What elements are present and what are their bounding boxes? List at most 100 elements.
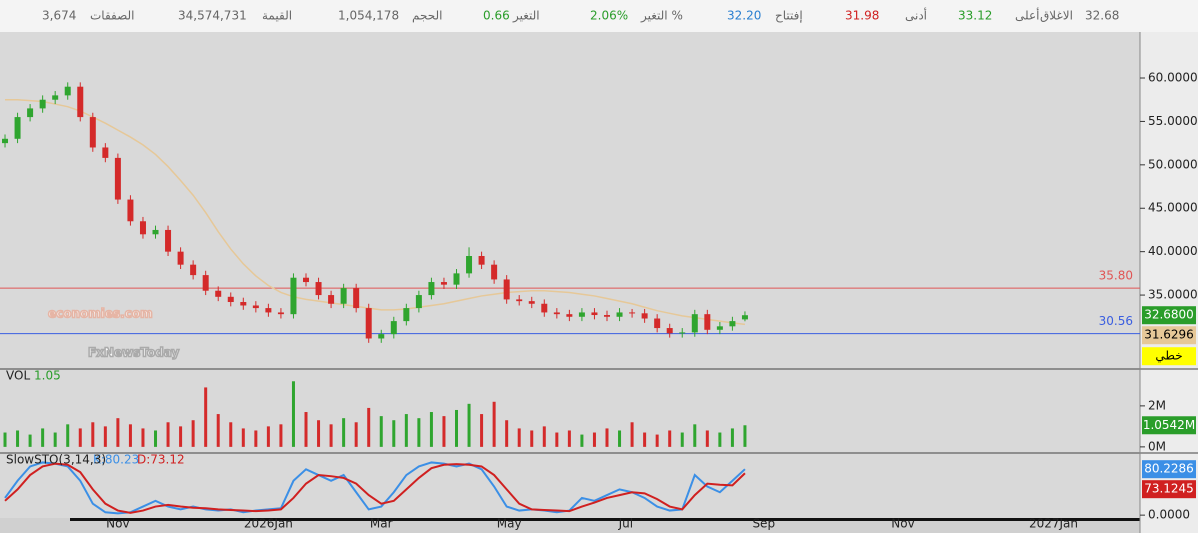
volume-bar — [317, 420, 321, 447]
value-badge — [1142, 460, 1196, 479]
volume-bar — [103, 426, 107, 447]
header-bar — [0, 0, 1198, 32]
candle-body — [453, 273, 460, 285]
volume-bar — [392, 420, 396, 447]
candle-body — [516, 299, 523, 302]
header-value: 32.68 — [1085, 9, 1119, 23]
candle-body — [491, 264, 498, 280]
volume-bar — [16, 430, 20, 447]
volume-bar — [41, 428, 45, 447]
volume-bar — [743, 425, 747, 447]
volume-bar — [154, 430, 158, 447]
candle-body — [378, 334, 385, 339]
volume-bar — [605, 428, 609, 447]
candle-body — [127, 199, 134, 222]
candle-body — [265, 308, 272, 313]
volume-bar — [379, 416, 383, 447]
panel-title: SlowSTO(3,14,3) — [6, 453, 106, 467]
x-axis-background — [0, 518, 1140, 533]
volume-bar — [580, 434, 584, 447]
candle-body — [190, 264, 197, 276]
header-label: القيمة — [262, 9, 292, 23]
legend-entry: D:73.12 — [137, 453, 185, 467]
volume-bar — [66, 424, 70, 447]
candle-body — [403, 308, 410, 322]
header-value: 2.06% — [590, 9, 628, 23]
header-label: أعلى — [1015, 8, 1039, 23]
volume-bar — [455, 409, 459, 447]
x-tick-label: Mar — [370, 517, 393, 531]
volume-bar — [78, 428, 82, 447]
candle-body — [252, 305, 259, 309]
volume-bar — [643, 432, 647, 447]
header-value: 3,674 — [42, 9, 76, 23]
oscillator-line — [4, 462, 746, 514]
volume-bar — [266, 426, 270, 447]
candle-body — [716, 326, 723, 330]
moving-average — [5, 98, 746, 326]
volume-bar — [304, 412, 308, 447]
value-badge — [1142, 480, 1196, 499]
volume-bar — [241, 428, 245, 447]
candle-body — [503, 279, 510, 300]
volume-bar — [429, 412, 433, 447]
candle-body — [616, 312, 623, 317]
volume-bar — [730, 428, 734, 447]
candle-body — [478, 256, 485, 265]
volume-bar — [191, 420, 195, 447]
y-tick-label: 2M — [1148, 398, 1166, 412]
value-badge-label: 31.6296 — [1144, 328, 1194, 342]
volume-bar — [718, 432, 722, 447]
header-label: الصفقات — [90, 9, 135, 23]
x-tick-label: Nov — [891, 517, 914, 531]
candle-body — [541, 303, 548, 313]
candle-body — [77, 86, 84, 118]
volume-bar — [530, 430, 534, 447]
volume-bar — [542, 426, 546, 447]
volume-bar — [655, 434, 659, 447]
candle-body — [641, 313, 648, 319]
candle-body — [227, 296, 234, 303]
candle-body — [240, 302, 247, 306]
volume-bar — [329, 424, 333, 447]
candle-body — [89, 117, 96, 148]
volume-bar — [467, 403, 471, 447]
volume-bar — [492, 401, 496, 447]
candle-body — [215, 290, 222, 297]
header-label: الحجم — [412, 9, 442, 23]
volume-bar — [442, 416, 446, 447]
volume-bar — [53, 432, 57, 447]
x-tick-label: 2026Jan — [244, 517, 293, 531]
value-badge — [1142, 306, 1196, 325]
panel-title: VOL — [6, 369, 30, 383]
value-badge — [1142, 416, 1196, 435]
level-label: 30.56 — [1099, 314, 1133, 328]
value-badge-label: 1.0542M — [1143, 418, 1195, 432]
y-tick-label: 45.0000 — [1148, 201, 1198, 215]
candle-body — [165, 229, 172, 252]
y-tick-label: 40.0000 — [1148, 244, 1198, 258]
scale-badge — [1142, 347, 1196, 366]
candle-body — [277, 312, 284, 315]
volume-bar — [116, 418, 120, 447]
candle-body — [14, 117, 21, 139]
volume-bar — [216, 414, 220, 447]
volume-bar — [141, 428, 145, 447]
volume-bar — [480, 414, 484, 447]
legend-entry: K:80.23 — [93, 453, 139, 467]
volume-bar — [517, 428, 521, 447]
y-tick-label: 60.0000 — [1148, 71, 1198, 85]
scale-label: خطي — [1155, 349, 1182, 363]
candle-body — [390, 321, 397, 335]
value-badge — [1142, 326, 1196, 345]
volume-bar — [618, 430, 622, 447]
x-tick-label: Jul — [618, 517, 633, 531]
volume-bar — [166, 422, 170, 447]
volume-bar — [404, 414, 408, 447]
candle-body — [629, 312, 636, 314]
candle-body — [741, 315, 748, 320]
candle-body — [315, 282, 322, 296]
level-label: 35.80 — [1099, 269, 1133, 283]
candle-body — [202, 275, 209, 291]
candle-body — [428, 282, 435, 296]
